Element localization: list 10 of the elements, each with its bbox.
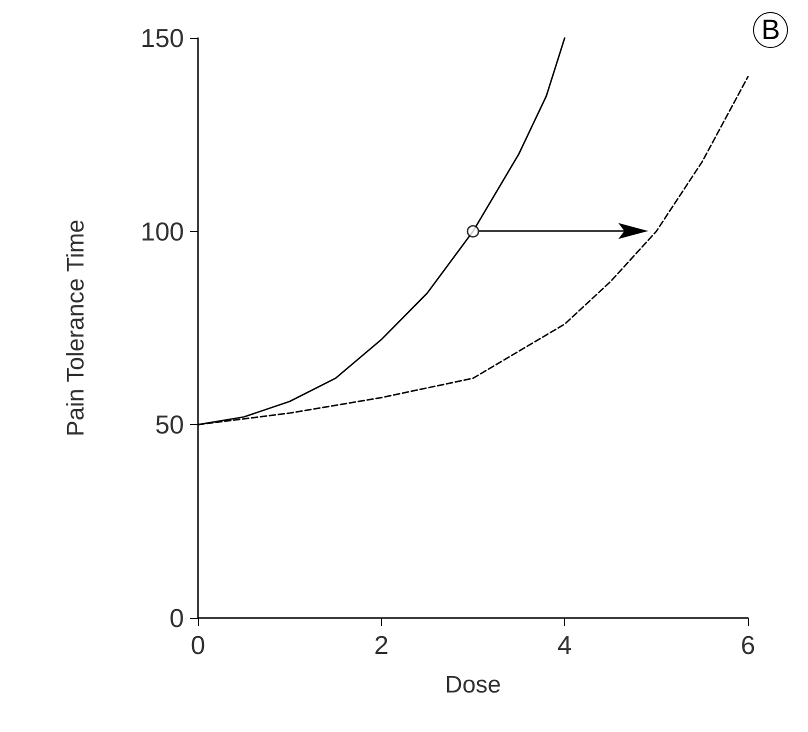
x-tick-label: 4	[557, 630, 572, 660]
x-tick-label: 6	[740, 630, 756, 660]
y-axis-title: Pain Tolerance Time	[62, 219, 90, 437]
x-tick-label: 0	[190, 630, 206, 660]
y-tick-label: 50	[155, 410, 184, 440]
x-tick-label: 2	[374, 630, 389, 660]
x-axis-title: Dose	[444, 672, 502, 698]
y-tick-label: 0	[170, 603, 184, 633]
y-tick-label: 150	[140, 23, 184, 53]
y-tick-label: 100	[140, 216, 184, 246]
